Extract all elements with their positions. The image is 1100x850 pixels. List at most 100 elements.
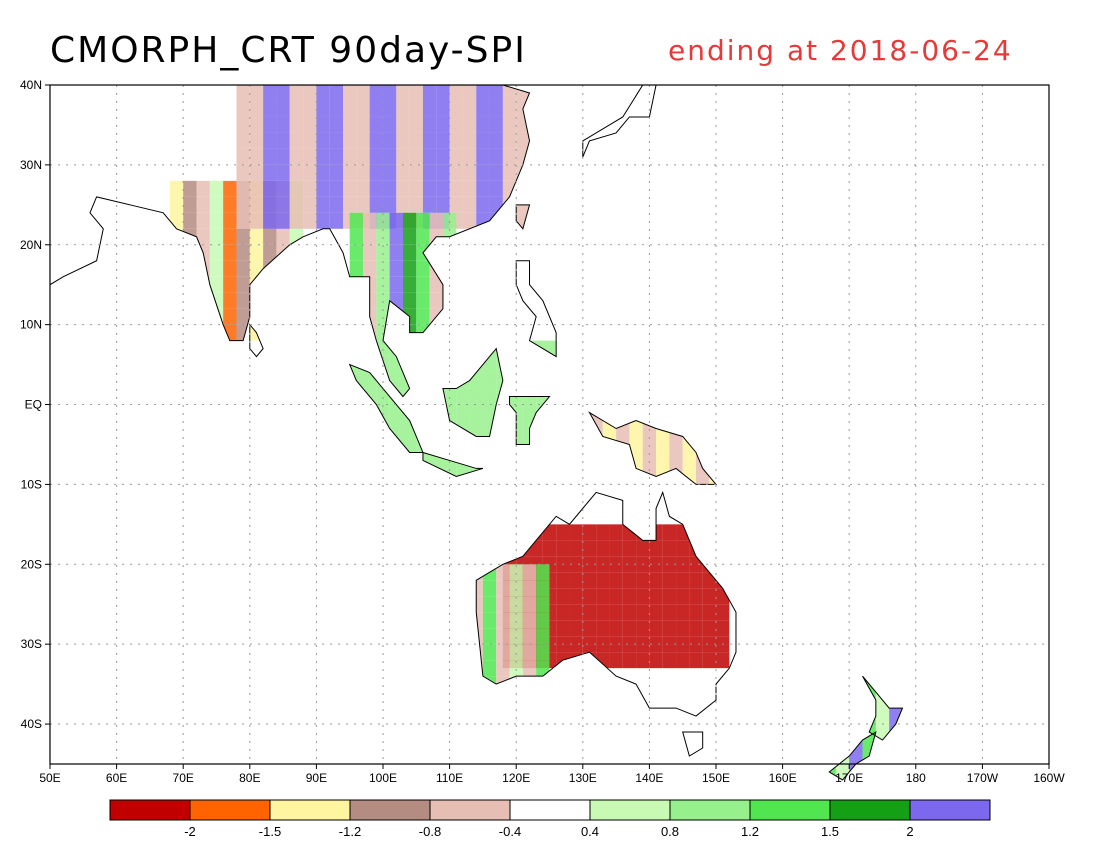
spi-cell [303,85,317,101]
spi-cell [902,676,915,692]
spi-cell [236,164,250,181]
spi-cell [509,612,523,629]
spi-cell [502,540,517,557]
spi-cell [609,636,623,653]
spi-cell [236,324,250,341]
spi-cell [569,572,583,589]
spi-cell [402,452,417,469]
spi-cell [849,676,863,693]
spi-cell [536,660,550,677]
spi-cell [422,116,437,133]
colorbar-label: -0.8 [419,824,441,839]
spi-cell [356,85,370,101]
spi-cell [329,196,344,213]
spi-cell [263,292,277,309]
spi-cell [522,468,537,485]
spi-cell [522,404,537,421]
spi-cell [389,228,403,245]
spi-cell [389,244,403,261]
spi-cell [449,100,463,117]
spi-cell [576,340,590,357]
spi-cell [236,292,250,309]
spi-cell [649,636,663,653]
spi-cell [822,740,836,757]
spi-cell [536,628,550,645]
spi-cell [402,244,417,261]
spi-cell [263,244,277,261]
spi-cell [402,372,417,389]
spi-cell [183,244,197,261]
spi-cell [249,244,264,261]
spi-cell [562,372,577,389]
spi-cell [369,100,383,117]
spi-cell [303,196,317,213]
spi-cell [596,572,610,589]
spi-cell [549,388,563,405]
spi-cell [476,132,490,149]
spi-cell [489,132,503,149]
spi-cell [383,116,397,133]
spi-cell [482,660,497,677]
spi-cell [196,276,210,293]
colorbar-label: -1.5 [259,824,281,839]
spi-cell [289,324,304,341]
spi-cell [303,180,317,197]
colorbar-swatch [189,799,271,821]
spi-cell [276,308,290,325]
spi-cell [442,276,457,293]
spi-cell [249,100,264,117]
spi-cell [456,356,470,373]
spi-cell [169,212,184,229]
spi-cell [582,588,597,605]
spi-cell [622,588,637,605]
spi-cell [389,308,403,325]
spi-cell [482,372,497,389]
spi-cell [249,148,264,165]
spi-cell [349,228,364,245]
spi-cell [429,212,443,229]
map-frame [49,84,1050,765]
spi-cell [223,324,237,341]
spi-cell [649,572,663,589]
spi-cell [702,588,716,605]
spi-cell [349,468,364,485]
spi-cell [702,540,716,557]
spi-cell [562,340,577,357]
spi-cell [289,196,304,213]
spi-cell [536,372,550,389]
spi-cell [369,85,383,101]
spi-cell [549,436,563,453]
spi-cell [516,164,530,181]
spi-cell [236,276,250,293]
spi-cell [482,404,497,421]
spi-cell [223,292,237,309]
spi-cell [289,244,304,261]
spi-cell [482,580,497,597]
spi-cell [676,540,690,557]
spi-cell [422,196,437,213]
y-tick-label: 40N [20,78,42,92]
x-tick-label: 70E [173,771,194,785]
colorbar: -2 -1.5 -1.2 -0.8 -0.4 0.4 0.8 1.2 1.5 2 [109,799,991,839]
spi-cell [469,420,483,437]
spi-cell [622,620,637,637]
spi-cell [889,676,903,693]
spi-cell [462,196,477,213]
spi-cell [422,148,437,165]
y-tick-label: EQ [25,398,42,412]
spi-cell [389,436,403,453]
x-tick-label: 110E [436,771,463,785]
spi-cell [329,148,344,165]
spi-cell [569,604,583,621]
spi-cell [363,420,377,437]
spi-cell [389,276,403,293]
spi-cell [636,540,650,557]
spi-cell [496,404,510,421]
spi-cell [436,116,450,133]
spi-cell [456,436,470,453]
spi-cell [396,164,410,181]
spi-cell [482,644,497,661]
spi-cell [349,244,364,261]
spi-cell [442,260,457,277]
spi-cell [496,644,510,661]
